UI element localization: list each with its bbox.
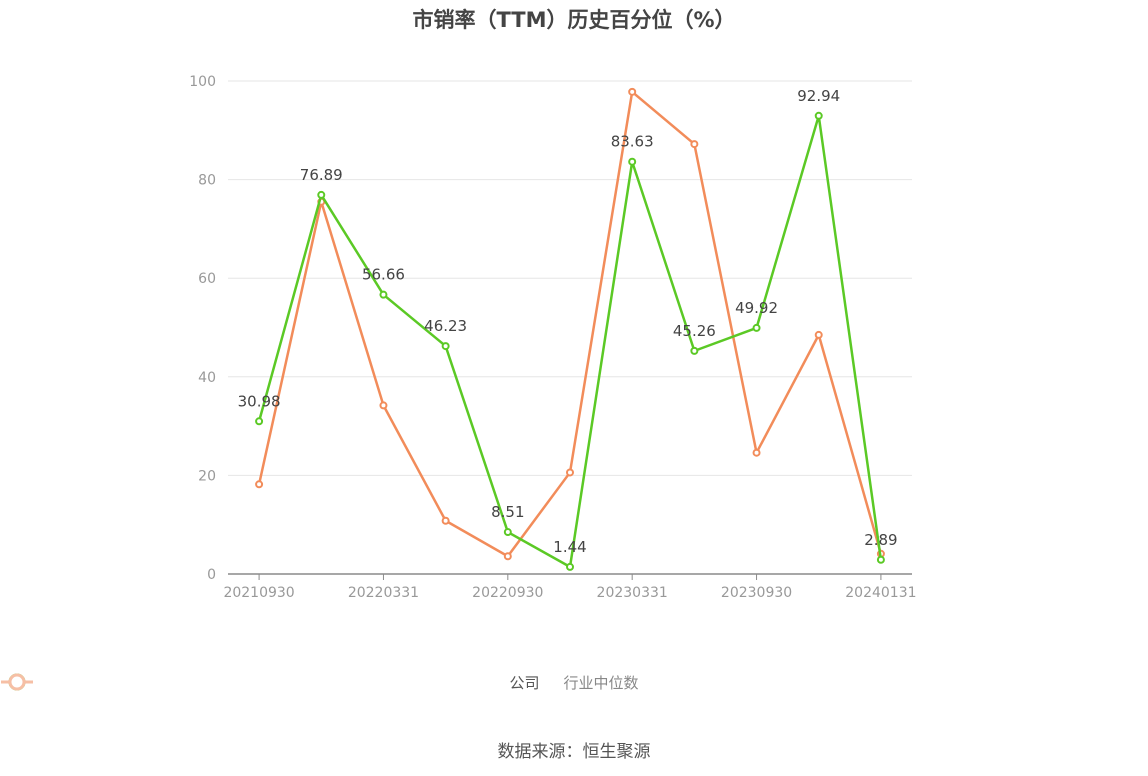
y-tick-label: 20 [198, 468, 216, 484]
y-tick-label: 40 [198, 370, 216, 386]
x-tick-label: 20210930 [223, 585, 294, 601]
data-label: 46.23 [424, 317, 467, 335]
x-tick-label: 20220930 [472, 585, 543, 601]
legend-marker-industry [1, 673, 33, 691]
data-label: 83.63 [611, 133, 654, 151]
data-point-0 [255, 417, 264, 426]
data-point-1 [441, 516, 450, 525]
data-point-1 [752, 448, 761, 457]
data-label: 1.44 [553, 538, 586, 556]
x-tick-label: 20220331 [348, 585, 419, 601]
data-label: 49.92 [735, 299, 778, 317]
line-chart: 0 20 40 60 80 100 20210930 20220331 20220930 2023… [189, 74, 916, 601]
chart-title: 市销率（TTM）历史百分位（%） [412, 8, 736, 32]
legend: 公司 行业中位数 [0, 672, 1148, 693]
y-tick-label: 80 [198, 173, 216, 189]
data-point-0 [628, 157, 637, 166]
x-tick-label: 20230331 [597, 585, 668, 601]
data-point-1 [566, 468, 574, 477]
y-tick-label: 60 [198, 271, 216, 287]
y-tick-label: 100 [189, 74, 216, 90]
data-point-0 [379, 290, 388, 299]
data-label: 2.89 [864, 531, 897, 549]
series-line-0 [257, 114, 883, 569]
y-tick-label: 0 [207, 567, 216, 583]
data-label: 30.98 [238, 392, 281, 410]
data-point-1 [814, 330, 823, 339]
data-point-0 [566, 562, 574, 571]
legend-label-company: 公司 [509, 674, 540, 692]
x-tick-label: 20230930 [721, 585, 792, 601]
data-label: 45.26 [673, 322, 716, 340]
data-point-0 [690, 346, 699, 355]
data-label: 56.66 [362, 266, 405, 284]
data-label: 76.89 [300, 166, 343, 184]
data-point-0 [752, 323, 761, 332]
data-point-0 [814, 111, 823, 120]
data-source: 数据来源：恒生聚源 [497, 742, 651, 762]
series-line-1 [257, 90, 883, 558]
legend-item-company[interactable]: 公司 [1, 672, 540, 693]
data-label: 8.51 [491, 503, 524, 521]
data-point-1 [628, 87, 637, 96]
data-point-1 [255, 480, 264, 489]
data-point-1 [690, 140, 699, 149]
data-point-0 [876, 555, 885, 564]
legend-label-industry: 行业中位数 [563, 674, 639, 692]
data-point-0 [317, 190, 326, 199]
legend-item-industry[interactable]: 行业中位数 [1, 672, 639, 693]
x-tick-label: 20240131 [845, 585, 916, 601]
data-point-1 [503, 552, 512, 561]
data-point-0 [441, 342, 450, 351]
data-point-0 [503, 528, 512, 537]
data-point-1 [379, 401, 388, 410]
data-label: 92.94 [797, 87, 840, 105]
